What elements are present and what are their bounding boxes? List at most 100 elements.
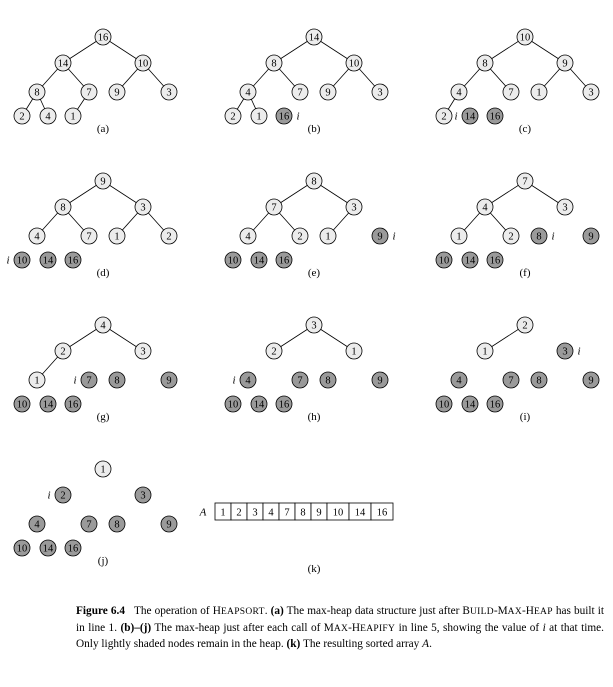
sorted-node: 3: [134, 486, 152, 504]
caption-build-smallcaps-2: AX: [507, 607, 522, 617]
heap-node: 3: [345, 198, 363, 216]
node-value: 7: [522, 177, 527, 188]
node-value: 16: [68, 256, 79, 267]
node-circle: [134, 198, 152, 216]
sorted-node: 14: [250, 395, 268, 413]
node-circle: [371, 371, 389, 389]
panel-label: (g): [97, 411, 110, 423]
node-value: 2: [522, 321, 527, 332]
caption-heapsort-initial: H: [212, 605, 221, 617]
panel-label: (b): [308, 123, 321, 135]
node-value: 10: [17, 256, 28, 267]
node-circle: [80, 83, 98, 101]
sorted-node: 16: [64, 251, 82, 269]
array-cell: 14: [348, 502, 372, 521]
node-value: 14: [254, 256, 265, 267]
heap-node: 7: [265, 198, 283, 216]
panel-label: (j): [98, 555, 109, 567]
node-circle: [108, 371, 126, 389]
node-value: 10: [17, 400, 28, 411]
heap-panel-g: 4 2 3 1 7 8 9 10 14 16 i (g): [13, 316, 178, 423]
node-circle: [224, 395, 242, 413]
heap-panel-c: 10 8 9 4 7 1 3 2 14 16 i (c): [435, 28, 600, 135]
node-circle: [64, 107, 82, 125]
node-circle: [345, 342, 363, 360]
node-circle: [476, 342, 494, 360]
caption-text-5: The max-heap just after each call of: [151, 621, 324, 634]
node-circle: [239, 227, 257, 245]
heap-node: 1: [250, 107, 268, 125]
node-circle: [305, 28, 323, 46]
heap-node: 7: [80, 227, 98, 245]
heap-node: 2: [502, 227, 520, 245]
node-circle: [160, 83, 178, 101]
heap-panel-h: 32 14 7 8 910 14 16i(h): [224, 316, 389, 423]
node-value: 3: [588, 88, 593, 99]
node-value: 14: [465, 256, 476, 267]
node-circle: [450, 227, 468, 245]
node-value: 3: [377, 88, 382, 99]
heap-node: 1: [64, 107, 82, 125]
node-value: 8: [311, 177, 316, 188]
panel-label: (h): [308, 411, 321, 423]
node-value: 14: [43, 256, 54, 267]
heap-panel-a: 16 14 10 8 7 9 3 2 4 1 (a): [13, 28, 178, 135]
heap-node: 9: [94, 172, 112, 190]
sorted-node: 4: [28, 515, 46, 533]
node-circle: [582, 83, 600, 101]
heap-node: 10: [516, 28, 534, 46]
node-circle: [530, 83, 548, 101]
sorted-node: 8: [319, 371, 337, 389]
heap-node: 7: [291, 83, 309, 101]
node-circle: [502, 83, 520, 101]
caption-text-4: has built it in line 1.: [76, 605, 605, 634]
node-circle: [486, 251, 504, 269]
node-value: 8: [271, 59, 276, 70]
node-circle: [13, 251, 31, 269]
node-value: 7: [271, 203, 276, 214]
node-circle: [556, 198, 574, 216]
heap-node: 9: [319, 83, 337, 101]
figure-caption: Figure 6.4 The operation of HEAPSORT. (a…: [76, 604, 604, 653]
node-value: 16: [279, 112, 290, 123]
node-circle: [319, 371, 337, 389]
heap-node: 2: [435, 107, 453, 125]
node-value: 7: [86, 376, 91, 387]
node-value: 3: [140, 203, 145, 214]
heap-panel-b: 14 8 10 4 7 9 3 2 1 16 i (b): [224, 28, 389, 135]
sorted-node: 7: [291, 371, 309, 389]
heap-node: 8: [305, 172, 323, 190]
node-circle: [371, 83, 389, 101]
node-value: 10: [138, 59, 149, 70]
node-value: 3: [140, 491, 145, 502]
node-value: 7: [297, 376, 302, 387]
heap-node: 1: [450, 227, 468, 245]
sorted-node: 16: [486, 251, 504, 269]
node-value: 9: [166, 520, 171, 531]
node-circle: [556, 342, 574, 360]
caption-build-dash-m: -M: [493, 605, 508, 617]
node-circle: [108, 515, 126, 533]
i-marker: i: [577, 346, 580, 358]
sorted-node: 7: [80, 371, 98, 389]
node-value: 16: [490, 256, 501, 267]
node-value: 10: [439, 256, 450, 267]
node-circle: [13, 107, 31, 125]
node-circle: [319, 83, 337, 101]
caption-text-8: The resulting sorted array: [300, 638, 423, 650]
node-value: 10: [228, 256, 239, 267]
node-circle: [305, 172, 323, 190]
heap-node: 2: [54, 342, 72, 360]
sorted-node: 16: [64, 539, 82, 557]
sorted-node: 9: [582, 371, 600, 389]
heap-node: 1: [530, 83, 548, 101]
node-value: 3: [562, 203, 567, 214]
panel-label: (i): [520, 411, 531, 423]
node-value: 1: [482, 347, 487, 358]
node-value: 4: [482, 203, 488, 214]
node-circle: [502, 227, 520, 245]
node-circle: [265, 198, 283, 216]
node-circle: [160, 515, 178, 533]
node-circle: [250, 251, 268, 269]
i-marker: i: [73, 375, 76, 387]
